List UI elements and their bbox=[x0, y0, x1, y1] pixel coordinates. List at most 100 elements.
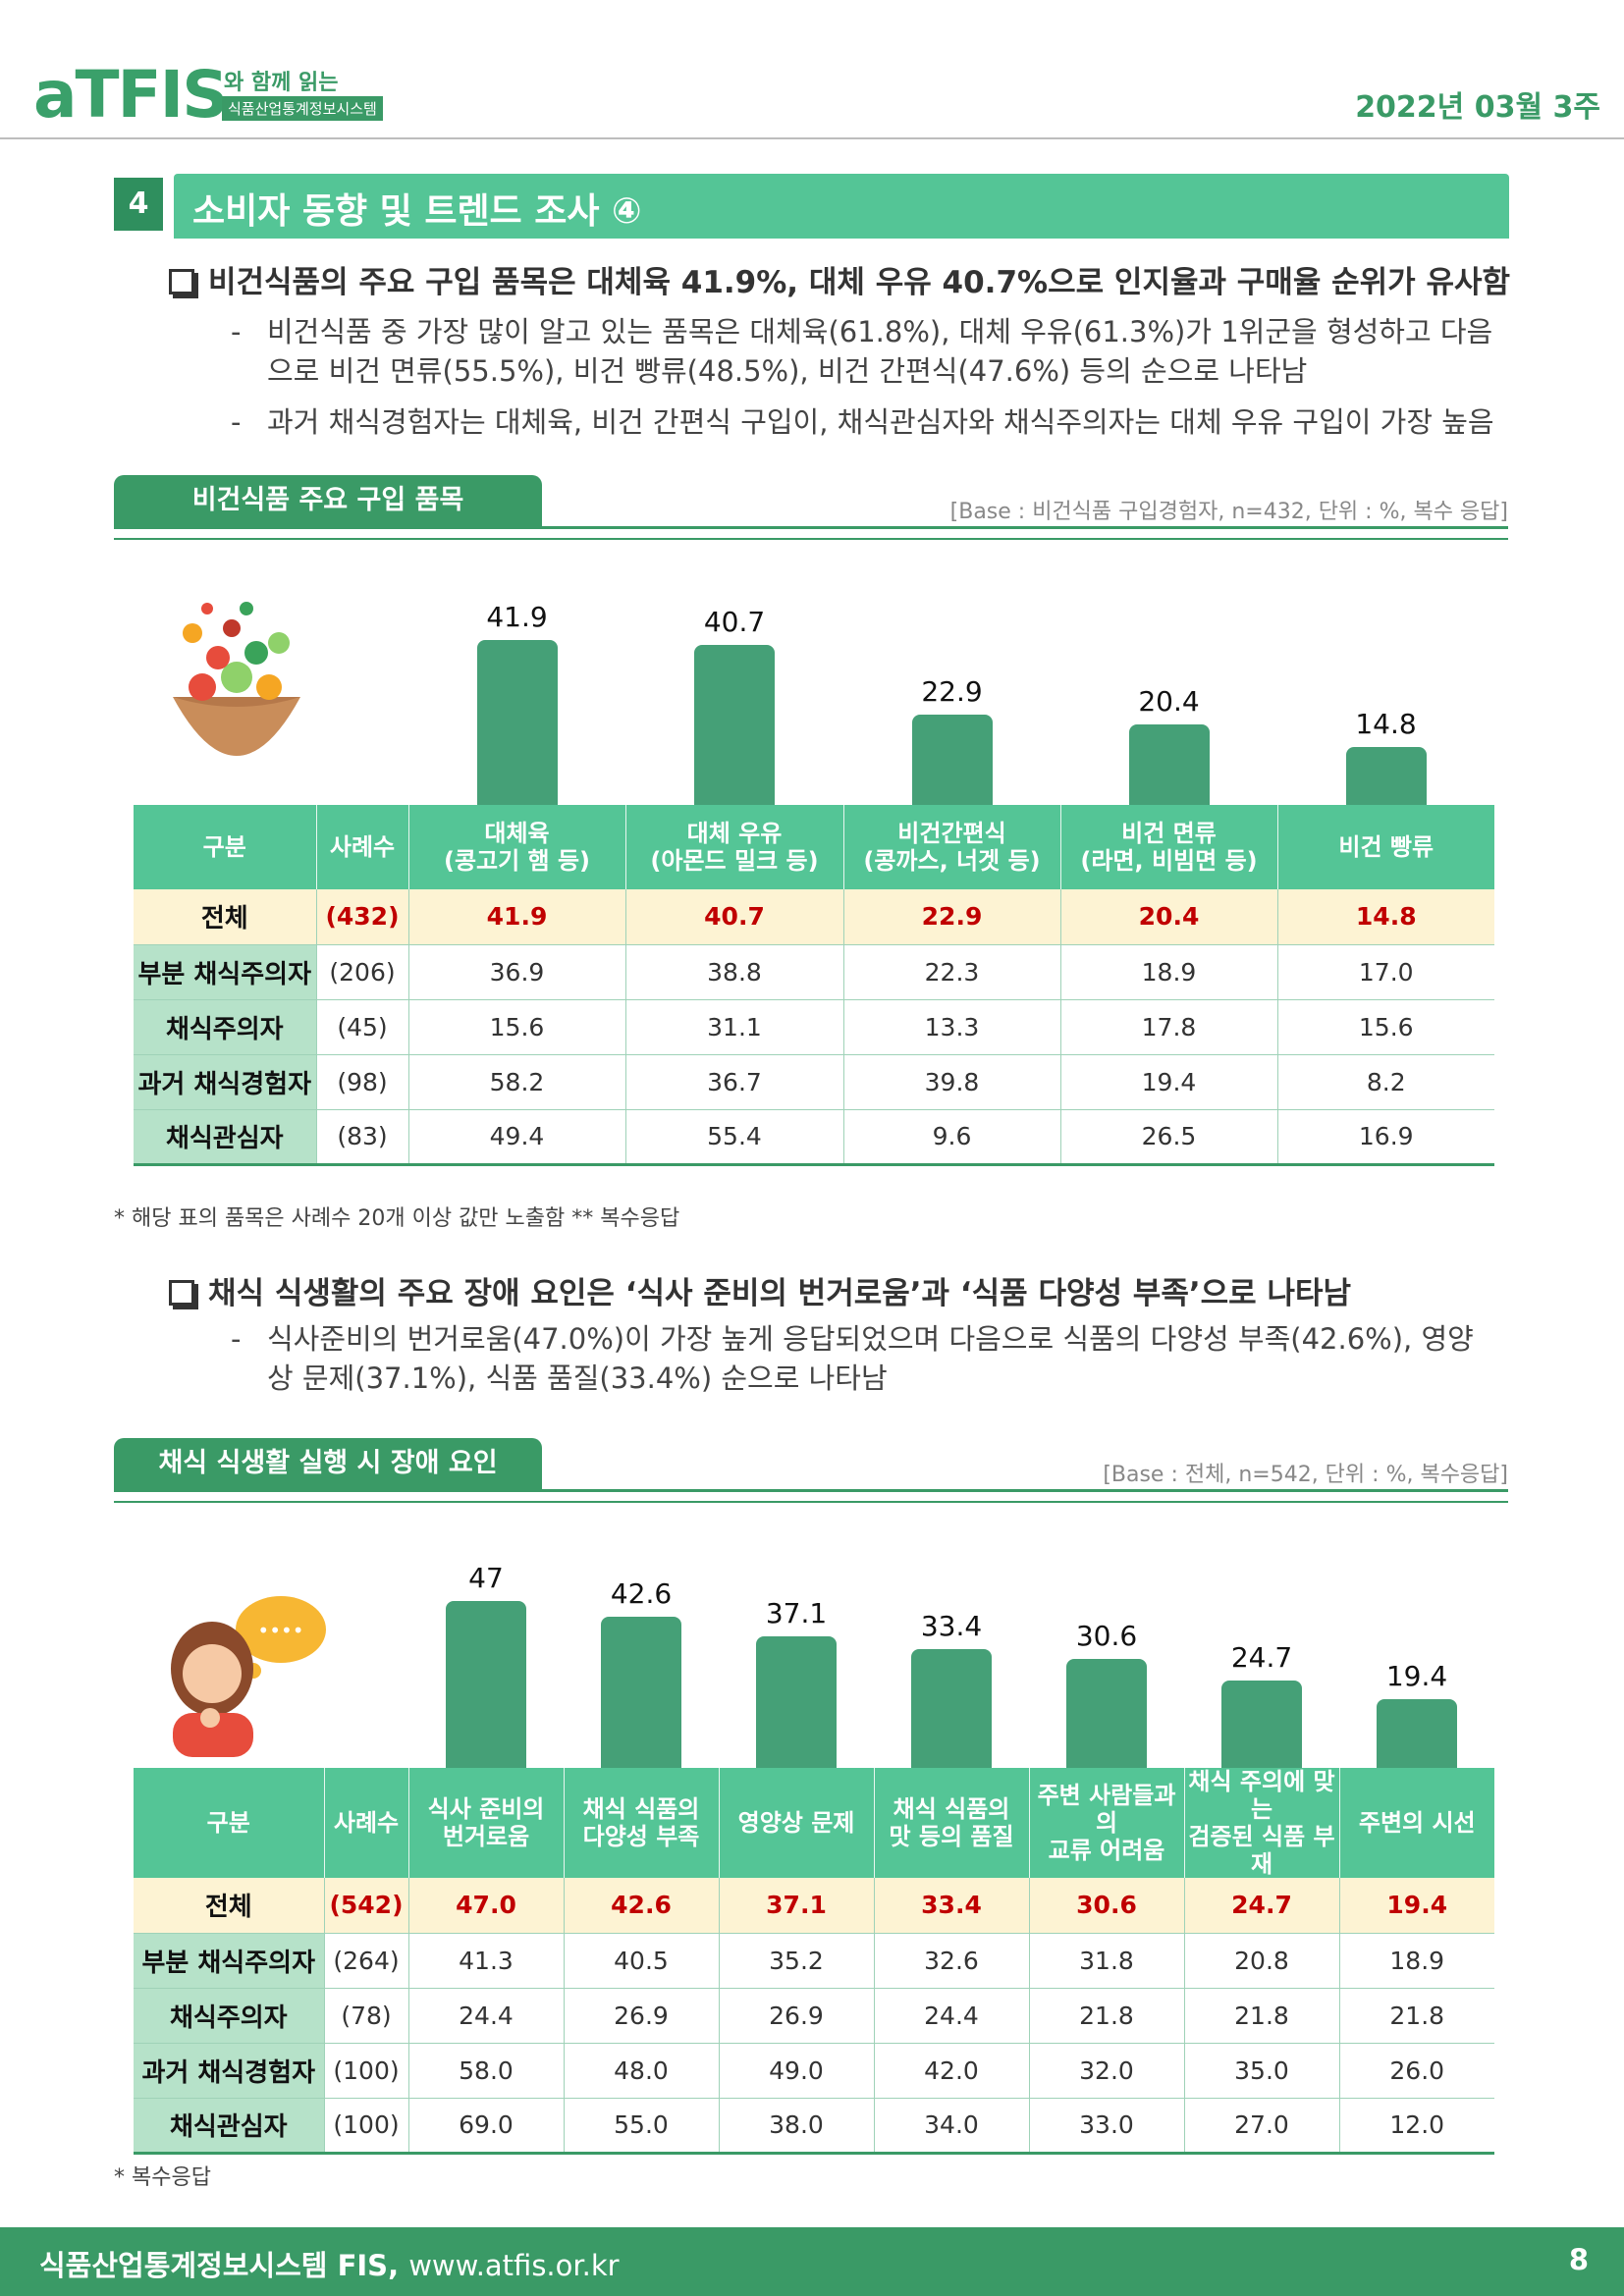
table-cell: 41.3 bbox=[408, 1933, 565, 1989]
dash-icon: - bbox=[231, 315, 242, 348]
dash-icon: - bbox=[231, 1322, 242, 1356]
chart2-header-1: 사례수 bbox=[324, 1768, 409, 1878]
row-count: (100) bbox=[324, 2043, 409, 2099]
chart2-header-3: 채식 식품의 다양성 부족 bbox=[564, 1768, 720, 1878]
checkbox-bullet-icon bbox=[169, 268, 194, 294]
bar-value-label: 47 bbox=[468, 1562, 504, 1594]
table-cell: 30.6 bbox=[1029, 1878, 1185, 1934]
bar-value-label: 22.9 bbox=[921, 675, 983, 708]
chart2-header-4: 영양상 문제 bbox=[719, 1768, 875, 1878]
table-cell: 22.3 bbox=[843, 944, 1061, 1000]
row-count: (542) bbox=[324, 1878, 409, 1934]
row-label: 채식주의자 bbox=[134, 999, 317, 1055]
chart1-header-5: 비건 면류 (라면, 비빔면 등) bbox=[1060, 805, 1278, 889]
footer-bar bbox=[0, 2227, 1624, 2296]
chart1-header-6: 비건 빵류 bbox=[1277, 805, 1494, 889]
table-cell: 31.1 bbox=[625, 999, 844, 1055]
checkbox-bullet-icon bbox=[169, 1279, 194, 1306]
table-cell: 33.4 bbox=[874, 1878, 1030, 1934]
chart1-header-0: 구분 bbox=[134, 805, 317, 889]
table-cell: 35.2 bbox=[719, 1933, 875, 1989]
table-row: 과거 채식경험자 (98) 58.2 36.7 39.8 19.4 8.2 bbox=[134, 1054, 1494, 1110]
bar bbox=[756, 1636, 837, 1768]
bar bbox=[911, 1649, 992, 1768]
footer-org-name: 식품산업통계정보시스템 FIS, bbox=[39, 2249, 400, 2282]
table-cell: 26.5 bbox=[1060, 1109, 1278, 1166]
table-cell: 37.1 bbox=[719, 1878, 875, 1934]
bar bbox=[1345, 747, 1427, 805]
bar bbox=[446, 1601, 526, 1768]
bar-value-label: 33.4 bbox=[920, 1610, 983, 1642]
table-row: 부분 채식주의자 (264) 41.3 40.5 35.2 32.6 31.8 20.8 18.… bbox=[134, 1933, 1494, 1989]
svg-text:••••: •••• bbox=[257, 1619, 303, 1642]
table-cell: 26.0 bbox=[1339, 2043, 1494, 2099]
header-divider bbox=[0, 137, 1624, 139]
row-count: (78) bbox=[324, 1988, 409, 2044]
table-cell: 8.2 bbox=[1277, 1054, 1494, 1110]
bar bbox=[694, 645, 775, 805]
table-cell: 19.4 bbox=[1060, 1054, 1278, 1110]
table-cell: 17.0 bbox=[1277, 944, 1494, 1000]
table-cell: 69.0 bbox=[408, 2098, 565, 2155]
table-row: 과거 채식경험자 (100) 58.0 48.0 49.0 42.0 32.0 35.0 26.… bbox=[134, 2043, 1494, 2099]
table-cell: 49.4 bbox=[408, 1109, 626, 1166]
chart2-title-tab: 채식 식생활 실행 시 장애 요인 bbox=[114, 1438, 542, 1489]
row-count: (432) bbox=[316, 889, 409, 945]
chart1-header-1: 사례수 bbox=[316, 805, 409, 889]
row-label: 과거 채식경험자 bbox=[134, 1054, 317, 1110]
table-cell: 27.0 bbox=[1184, 2098, 1340, 2155]
table-cell: 26.9 bbox=[564, 1988, 720, 2044]
salad-bowl-icon bbox=[173, 602, 300, 756]
table-cell: 55.0 bbox=[564, 2098, 720, 2155]
bar-value-label: 19.4 bbox=[1385, 1660, 1448, 1692]
bullet-2-1: - 식사준비의 번거로움(47.0%)이 가장 높게 응답되었으며 다음으로 식품… bbox=[231, 1319, 1494, 1398]
chart1-footnote: * 해당 표의 품목은 사례수 20개 이상 값만 노출함 ** 복수응답 bbox=[114, 1206, 680, 1231]
bar bbox=[1066, 1659, 1147, 1768]
bullet-1-1: - 비건식품 중 가장 많이 알고 있는 품목은 대체육(61.8%), 대체 우… bbox=[231, 312, 1494, 391]
bar bbox=[1128, 724, 1210, 805]
table-row: 전체 (542) 47.0 42.6 37.1 33.4 30.6 24.7 19.4 bbox=[134, 1878, 1494, 1934]
chart1-header-2: 대체육 (콩고기 햄 등) bbox=[408, 805, 626, 889]
table-row: 채식주의자 (78) 24.4 26.9 26.9 24.4 21.8 21.8 21.8 bbox=[134, 1988, 1494, 2044]
row-label: 채식관심자 bbox=[134, 1109, 317, 1166]
row-count: (45) bbox=[316, 999, 409, 1055]
bullet-1-2: - 과거 채식경험자는 대체육, 비건 간편식 구입이, 채식관심자와 채식주의자… bbox=[231, 402, 1543, 442]
row-count: (100) bbox=[324, 2098, 409, 2155]
chart1-rule-thin bbox=[114, 538, 1508, 540]
table-cell: 32.0 bbox=[1029, 2043, 1185, 2099]
table-cell: 16.9 bbox=[1277, 1109, 1494, 1166]
atfis-logo: aTFIS bbox=[33, 57, 229, 133]
chart2-base-note: [Base : 전체, n=542, 단위 : %, 복수응답] bbox=[1103, 1463, 1508, 1487]
headline-1: 비건식품의 주요 구입 품목은 대체육 41.9%, 대체 우유 40.7%으로… bbox=[169, 257, 1543, 301]
table-cell: 24.7 bbox=[1184, 1878, 1340, 1934]
table-cell: 47.0 bbox=[408, 1878, 565, 1934]
row-count: (264) bbox=[324, 1933, 409, 1989]
table-cell: 42.0 bbox=[874, 2043, 1030, 2099]
bar bbox=[476, 640, 558, 805]
section-banner bbox=[174, 174, 1509, 239]
bar-value-label: 24.7 bbox=[1230, 1641, 1293, 1674]
chart1-title-tab: 비건식품 주요 구입 품목 bbox=[114, 475, 542, 526]
table-cell: 18.9 bbox=[1339, 1933, 1494, 1989]
table-cell: 31.8 bbox=[1029, 1933, 1185, 1989]
headline-2: 채식 식생활의 주요 장애 요인은 ‘식사 준비의 번거로움’과 ‘식품 다양성… bbox=[169, 1268, 1543, 1312]
table-cell: 58.0 bbox=[408, 2043, 565, 2099]
bar bbox=[911, 715, 993, 805]
headline-2-text: 채식 식생활의 주요 장애 요인은 ‘식사 준비의 번거로움’과 ‘식품 다양성… bbox=[208, 1276, 1352, 1311]
bar-value-label: 30.6 bbox=[1075, 1620, 1138, 1652]
row-count: (206) bbox=[316, 944, 409, 1000]
page-number: 8 bbox=[1568, 2243, 1589, 2276]
bar-value-label: 40.7 bbox=[703, 606, 766, 638]
table-cell: 21.8 bbox=[1029, 1988, 1185, 2044]
table-cell: 38.8 bbox=[625, 944, 844, 1000]
chart2-header-5: 채식 식품의 맛 등의 품질 bbox=[874, 1768, 1030, 1878]
logo-tagline: 와 함께 읽는 bbox=[224, 71, 339, 95]
chart1-rule bbox=[114, 526, 1508, 529]
chart2-footnote: * 복수응답 bbox=[114, 2165, 211, 2190]
table-row: 채식관심자 (100) 69.0 55.0 38.0 34.0 33.0 27.0 12.0 bbox=[134, 2098, 1494, 2155]
table-row: 부분 채식주의자 (206) 36.9 38.8 22.3 18.9 17.0 bbox=[134, 944, 1494, 1000]
row-label: 전체 bbox=[134, 1878, 325, 1934]
table-cell: 32.6 bbox=[874, 1933, 1030, 1989]
row-count: (83) bbox=[316, 1109, 409, 1166]
footer-url-link[interactable]: www.atfis.or.kr bbox=[408, 2249, 620, 2282]
